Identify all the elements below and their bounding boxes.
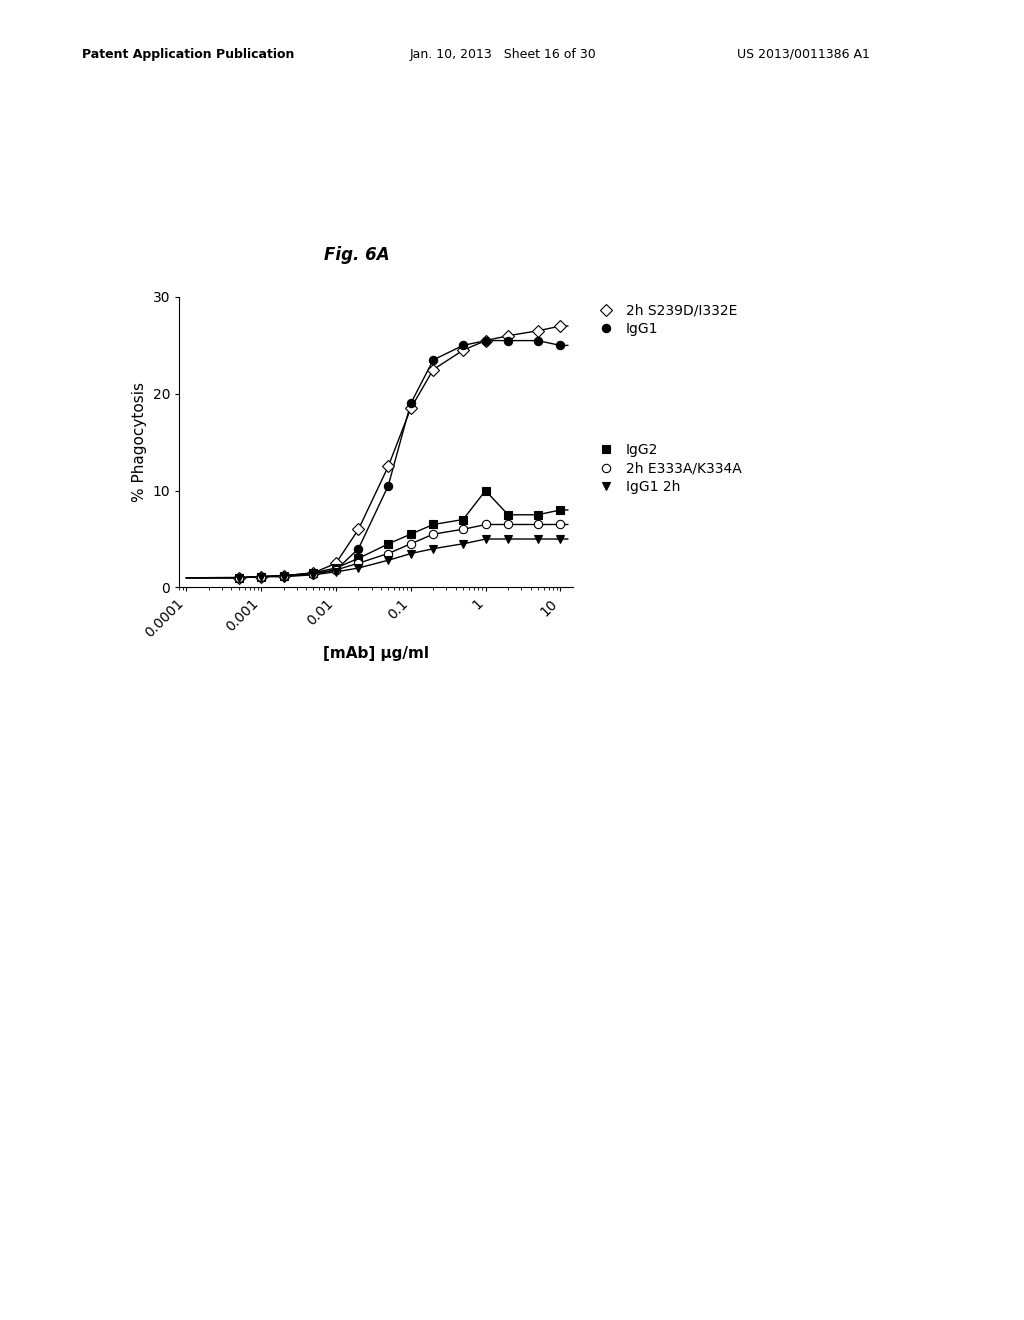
Legend: IgG2, 2h E333A/K334A, IgG1 2h: IgG2, 2h E333A/K334A, IgG1 2h bbox=[592, 444, 741, 494]
Text: Fig. 6A: Fig. 6A bbox=[324, 246, 389, 264]
X-axis label: [mAb] μg/ml: [mAb] μg/ml bbox=[324, 645, 429, 661]
Text: US 2013/0011386 A1: US 2013/0011386 A1 bbox=[737, 48, 870, 61]
Y-axis label: % Phagocytosis: % Phagocytosis bbox=[132, 383, 147, 502]
Text: Jan. 10, 2013   Sheet 16 of 30: Jan. 10, 2013 Sheet 16 of 30 bbox=[410, 48, 596, 61]
Text: Patent Application Publication: Patent Application Publication bbox=[82, 48, 294, 61]
